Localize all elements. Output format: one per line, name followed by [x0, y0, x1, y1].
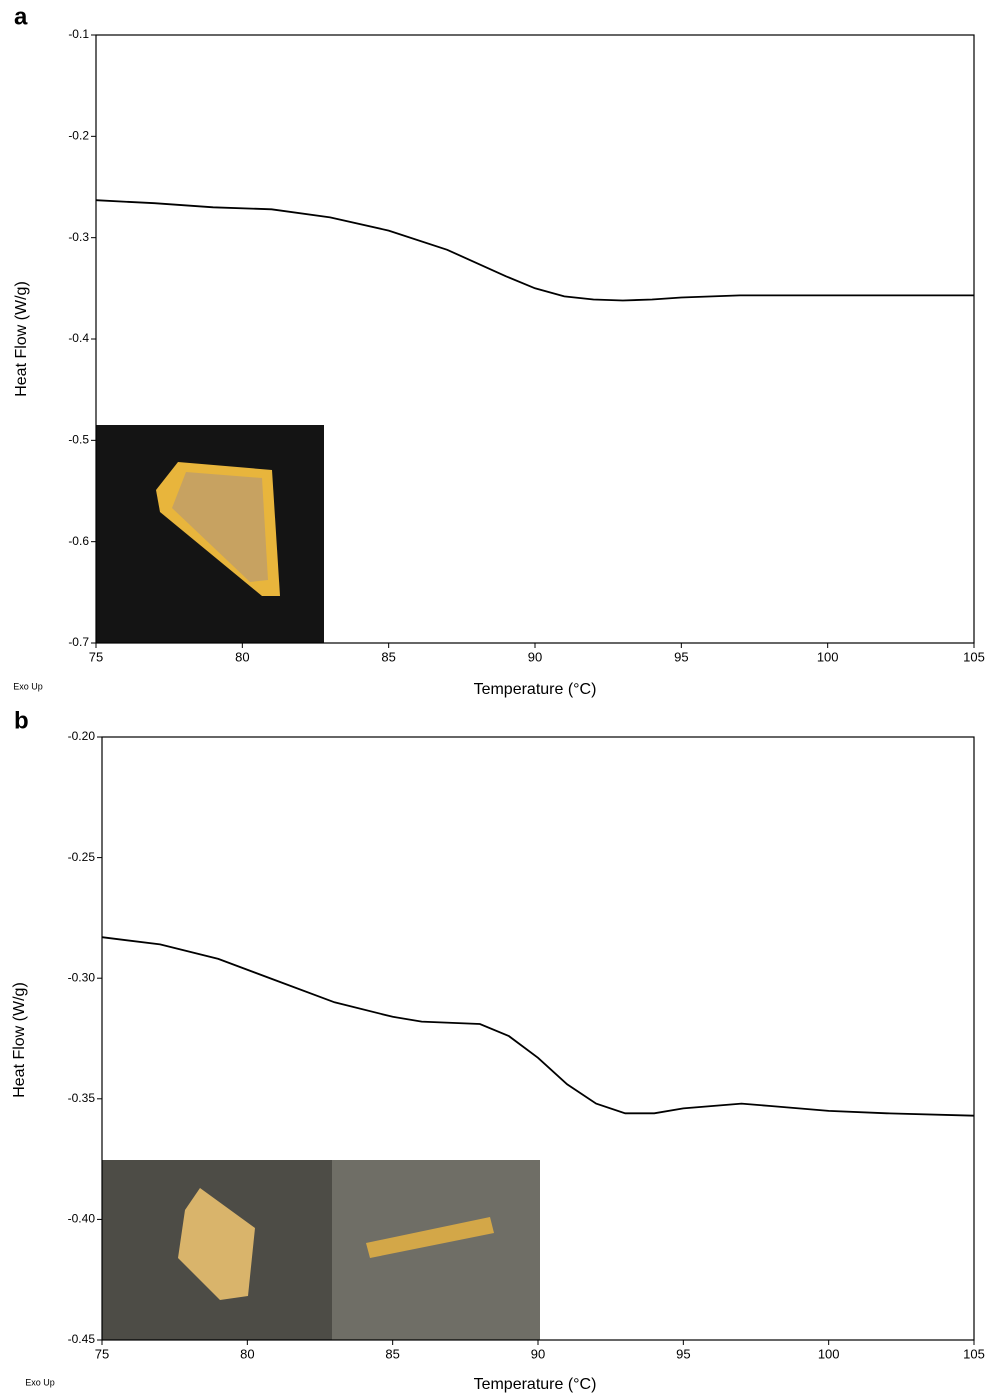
y-tick-label: -0.20 — [68, 729, 96, 743]
y-tick-label: -0.35 — [68, 1091, 96, 1105]
x-tick-label: 85 — [385, 1346, 399, 1361]
x-tick-label: 75 — [89, 649, 103, 664]
panel-label: a — [14, 3, 28, 30]
x-tick-label: 80 — [235, 649, 249, 664]
x-tick-label: 100 — [818, 1346, 840, 1361]
y-tick-label: -0.1 — [68, 27, 89, 41]
y-tick-label: -0.3 — [68, 230, 89, 244]
annotation: Exo Up — [13, 681, 43, 691]
y-tick-label: -0.45 — [68, 1332, 96, 1346]
y-tick-label: -0.30 — [68, 970, 96, 984]
panel-label: b — [14, 707, 29, 734]
annotation: Exo Up — [25, 1377, 55, 1387]
y-tick-label: -0.25 — [68, 850, 96, 864]
x-tick-label: 95 — [674, 649, 688, 664]
y-tick-label: -0.2 — [68, 129, 89, 143]
line-series — [95, 199, 974, 302]
y-tick-label: -0.6 — [68, 534, 89, 548]
x-tick-label: 100 — [817, 649, 839, 664]
x-tick-label: 75 — [95, 1346, 109, 1361]
line-series — [101, 936, 975, 1117]
y-tick-label: -0.7 — [68, 635, 89, 649]
x-tick-label: 95 — [676, 1346, 690, 1361]
inset-photo — [96, 425, 324, 643]
x-tick-label: 90 — [531, 1346, 545, 1361]
inset-photo — [102, 1160, 540, 1340]
x-axis-label: Temperature (°C) — [474, 681, 597, 698]
x-tick-label: 90 — [528, 649, 542, 664]
y-tick-label: -0.4 — [68, 331, 89, 345]
y-tick-label: -0.5 — [68, 433, 89, 447]
x-tick-label: 85 — [381, 649, 395, 664]
x-tick-label: 105 — [963, 1346, 985, 1361]
x-tick-label: 105 — [963, 649, 985, 664]
y-axis-label: Heat Flow (W/g) — [13, 281, 30, 397]
x-tick-label: 80 — [240, 1346, 254, 1361]
x-axis-label: Temperature (°C) — [474, 1376, 597, 1393]
y-axis-label: Heat Flow (W/g) — [11, 982, 28, 1098]
y-tick-label: -0.40 — [68, 1212, 96, 1226]
